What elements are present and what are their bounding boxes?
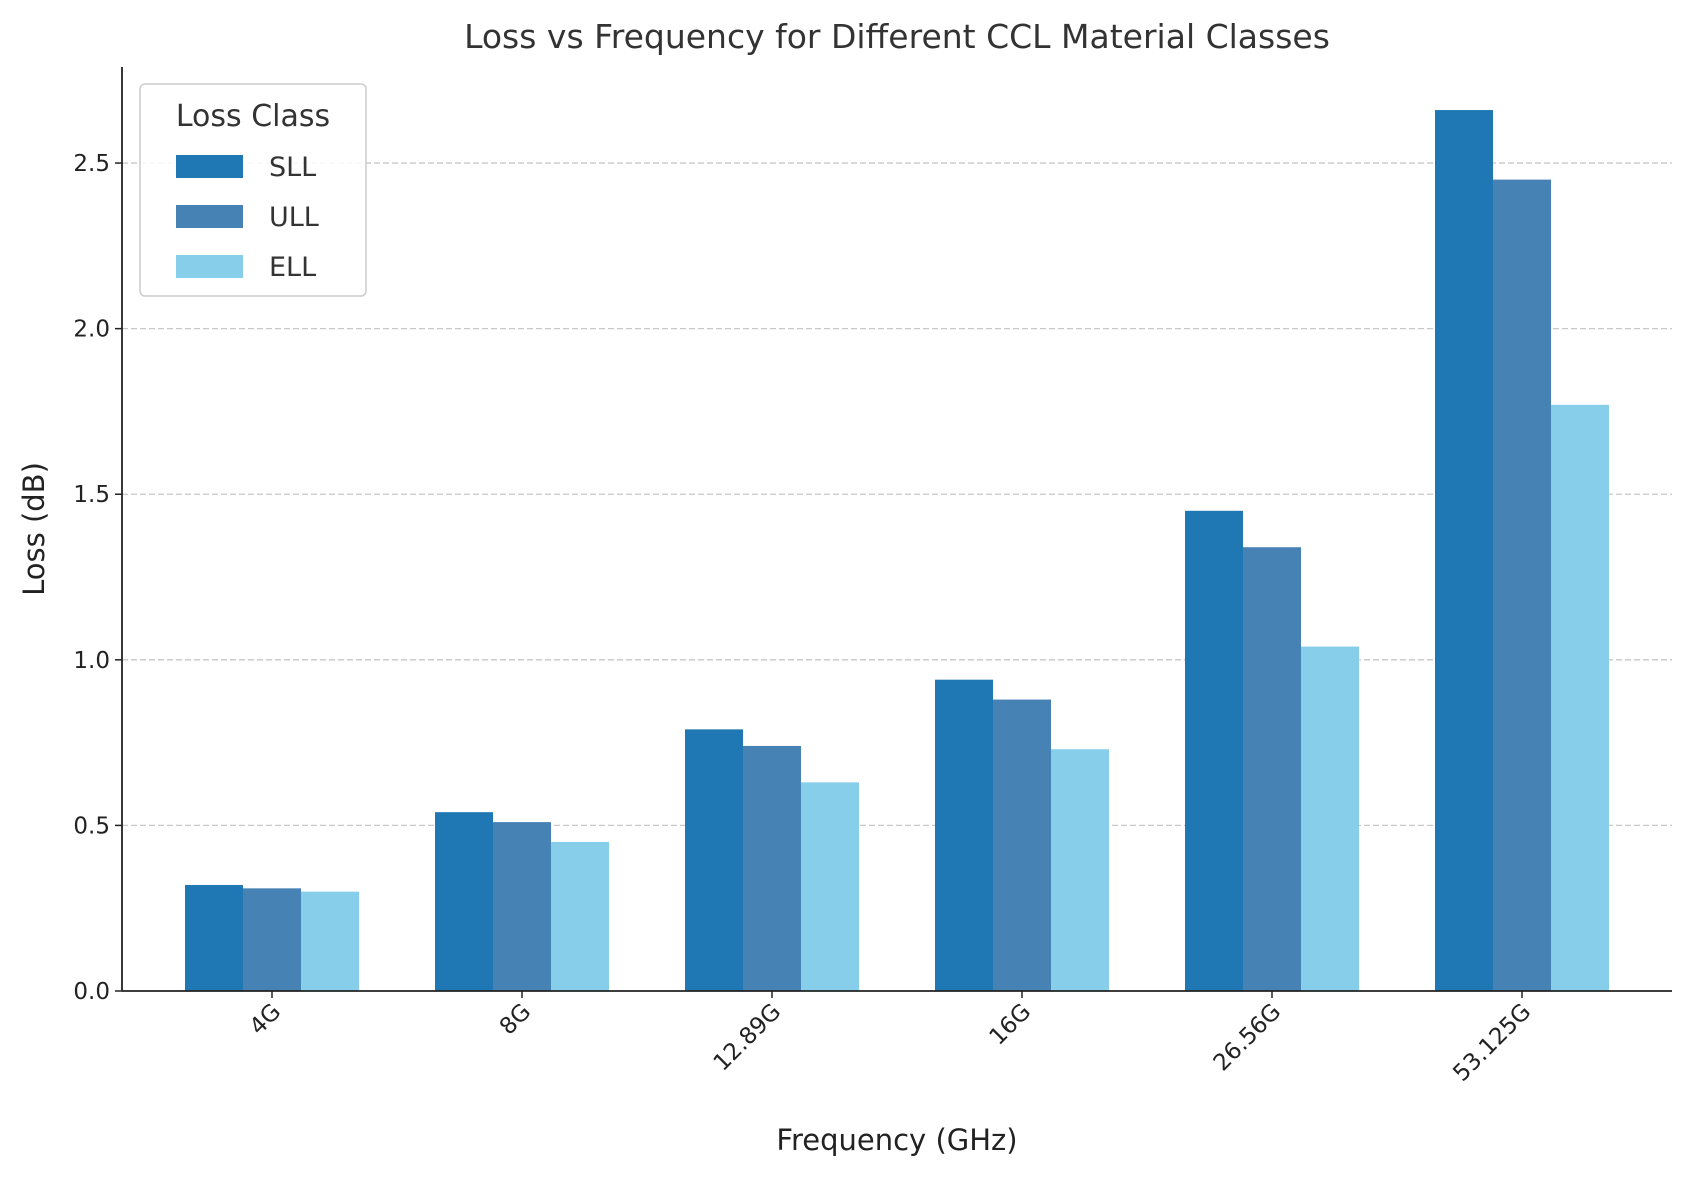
bar-sll-26.56G xyxy=(1185,510,1243,991)
x-tick-label: 26.56G xyxy=(1209,999,1287,1077)
y-tick-label: 1.5 xyxy=(73,482,110,508)
legend-swatch-ell xyxy=(176,255,243,278)
legend-label-ell: ELL xyxy=(269,252,316,283)
bar-ell-4G xyxy=(301,891,359,991)
legend: Loss Class SLL ULL ELL xyxy=(139,83,367,297)
legend-swatch-sll xyxy=(176,155,243,178)
bar-sll-16G xyxy=(935,679,993,991)
bar-ull-53.125G xyxy=(1493,179,1551,991)
bar-ell-8G xyxy=(551,841,609,991)
x-tick-label: 8G xyxy=(495,999,536,1040)
y-tick-label: 0.5 xyxy=(73,813,110,839)
bar-ell-16G xyxy=(1051,749,1109,991)
bar-ull-16G xyxy=(993,699,1051,991)
y-axis-label: Loss (dB) xyxy=(17,462,51,596)
bar-sll-53.125G xyxy=(1435,110,1493,991)
bar-ell-26.56G xyxy=(1301,646,1359,991)
bar-sll-12.89G xyxy=(685,729,743,991)
x-tick-label: 4G xyxy=(245,999,286,1040)
chart-title: Loss vs Frequency for Different CCL Mate… xyxy=(464,17,1330,56)
x-tick-label: 12.89G xyxy=(709,999,787,1077)
x-axis-label: Frequency (GHz) xyxy=(776,1123,1017,1157)
bar-ell-53.125G xyxy=(1551,404,1609,991)
bar-sll-4G xyxy=(185,885,243,991)
legend-title: Loss Class xyxy=(176,99,330,134)
legend-label-ull: ULL xyxy=(269,202,319,233)
bar-ull-8G xyxy=(493,822,551,991)
bar-ull-12.89G xyxy=(743,745,801,991)
y-tick-label: 0.0 xyxy=(73,979,110,1005)
x-tick-label: 53.125G xyxy=(1448,999,1536,1087)
bar-sll-8G xyxy=(435,812,493,991)
bar-ull-26.56G xyxy=(1243,547,1301,991)
x-tick-label: 16G xyxy=(985,999,1037,1051)
bar-ull-4G xyxy=(243,888,301,991)
legend-label-sll: SLL xyxy=(269,152,316,183)
legend-swatch-ull xyxy=(176,205,243,228)
y-tick-label: 1.0 xyxy=(73,648,110,674)
bar-ell-12.89G xyxy=(801,782,859,991)
y-tick-label: 2.5 xyxy=(73,151,110,177)
legend-box xyxy=(139,83,367,297)
y-tick-label: 2.0 xyxy=(73,317,110,343)
